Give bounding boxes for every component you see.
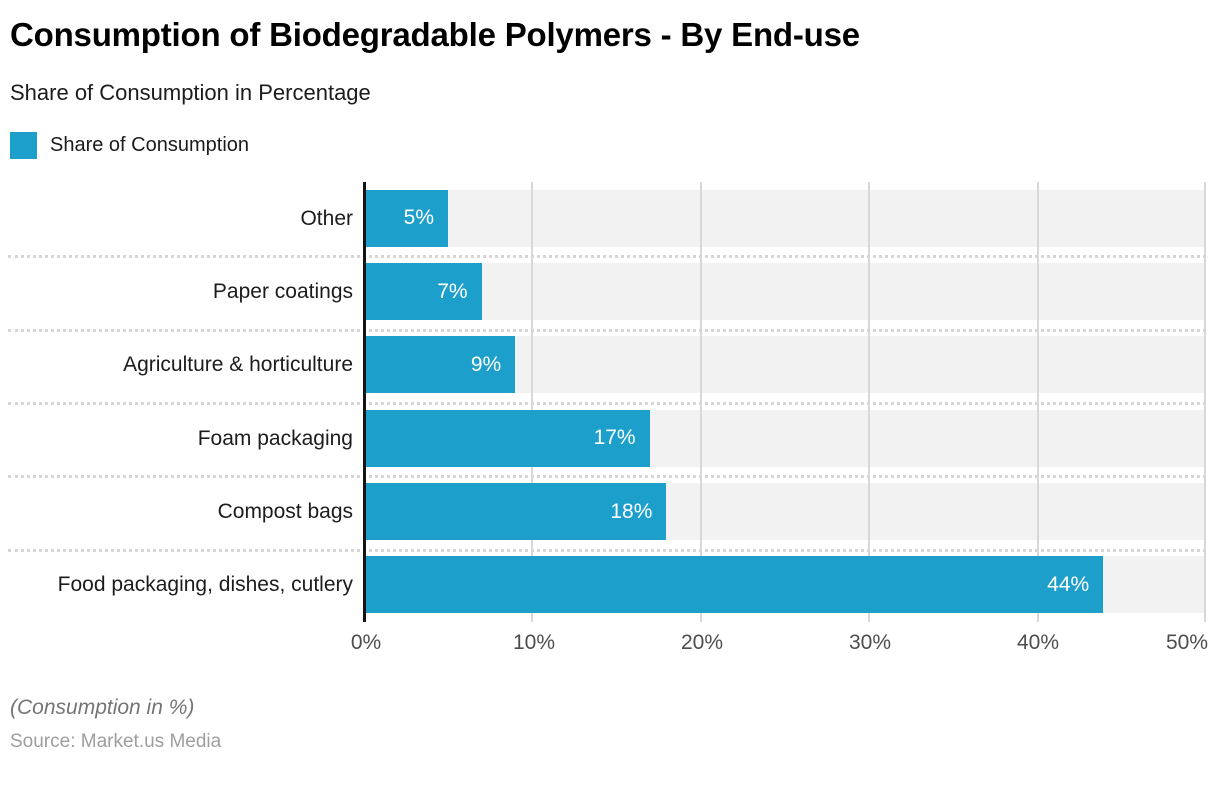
category-label: Paper coatings: [212, 279, 353, 303]
bar-paper-coatings[interactable]: 7%: [364, 263, 482, 321]
bar-value-label: 44%: [1047, 572, 1090, 596]
chart-row: Agriculture & horticulture 9%: [0, 328, 1220, 401]
category-label: Other: [300, 206, 353, 230]
bar-value-label: 17%: [593, 426, 636, 450]
bar-value-label: 7%: [437, 279, 468, 303]
bar-track: 5%: [364, 189, 1204, 247]
bar-track: 9%: [364, 336, 1204, 394]
chart-row: Food packaging, dishes, cutlery 44%: [0, 548, 1220, 621]
category-label: Food packaging, dishes, cutlery: [57, 573, 353, 597]
bar-food-packaging-dishes-cutlery[interactable]: 44%: [364, 556, 1104, 614]
legend: Share of Consumption: [10, 132, 1220, 160]
bar-track: 7%: [364, 263, 1204, 321]
bar-track: 17%: [364, 409, 1204, 467]
chart-footnote: (Consumption in %): [10, 695, 195, 719]
chart-row: Foam packaging 17%: [0, 402, 1220, 475]
category-label: Agriculture & horticulture: [123, 353, 353, 377]
chart-row: Paper coatings 7%: [0, 255, 1220, 328]
chart-row: Compost bags 18%: [0, 475, 1220, 548]
category-label: Compost bags: [217, 499, 353, 523]
x-tick-label: 40%: [1016, 630, 1060, 654]
y-axis-line: [363, 181, 366, 622]
x-tick-label: 10%: [512, 630, 556, 654]
category-label: Foam packaging: [197, 426, 353, 450]
legend-label[interactable]: Share of Consumption: [50, 134, 250, 157]
bar-compost-bags[interactable]: 18%: [364, 483, 667, 541]
bar-track: 44%: [364, 556, 1204, 614]
chart-row: Other 5%: [0, 182, 1220, 255]
chart-title: Consumption of Biodegradable Polymers - …: [10, 16, 860, 53]
chart-subtitle: Share of Consumption in Percentage: [10, 79, 371, 105]
bar-foam-packaging[interactable]: 17%: [364, 409, 650, 467]
chart-rows: Other 5% Paper coatings 7% Agriculture &…: [0, 182, 1220, 622]
bar-value-label: 18%: [610, 499, 653, 523]
x-tick-label: 20%: [680, 630, 724, 654]
bar-track: 18%: [364, 483, 1204, 541]
x-tick-label: 0%: [350, 630, 382, 654]
bar-value-label: 9%: [470, 352, 502, 376]
chart-plot-area: Other 5% Paper coatings 7% Agriculture &…: [0, 181, 1220, 622]
bar-other[interactable]: 5%: [364, 189, 448, 247]
chart-source: Source: Market.us Media: [10, 730, 222, 752]
x-axis-ticks: 0% 10% 20% 30% 40% 50%: [0, 622, 1220, 664]
x-tick-label: 30%: [848, 630, 892, 654]
bar-agriculture-horticulture[interactable]: 9%: [364, 336, 516, 394]
legend-swatch-icon[interactable]: [10, 132, 37, 160]
bar-value-label: 5%: [403, 206, 434, 230]
x-tick-label: 50%: [1165, 630, 1208, 654]
